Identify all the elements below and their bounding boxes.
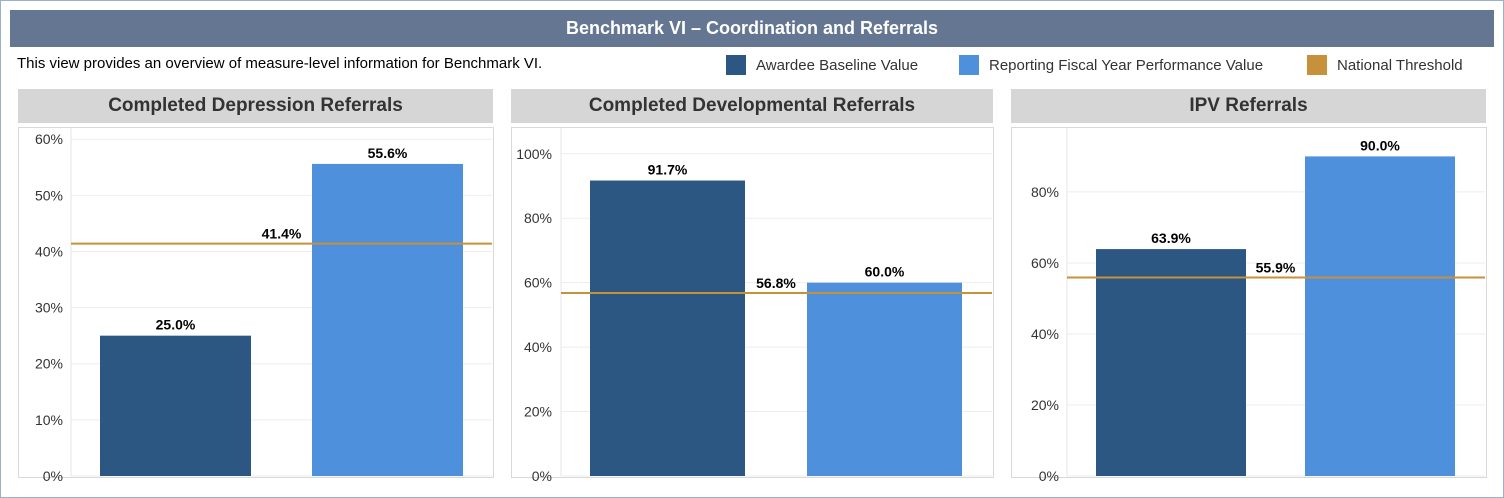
y-tick-label: 40% [1031, 326, 1059, 342]
legend-label-baseline: Awardee Baseline Value [756, 56, 919, 74]
legend-swatch-performance [959, 55, 979, 75]
y-tick-label: 60% [524, 275, 552, 291]
y-tick-label: 20% [35, 356, 63, 372]
y-tick-label: 80% [1031, 184, 1059, 200]
legend-label-performance: Reporting Fiscal Year Performance Value [989, 56, 1264, 74]
legend-item-performance: Reporting Fiscal Year Performance Value [959, 54, 1263, 76]
y-tick-label: 0% [532, 468, 552, 484]
threshold-value-label: 41.4% [262, 226, 302, 242]
bar-value-label: 60.0% [865, 264, 905, 280]
bar-depression-performance [312, 163, 463, 476]
y-tick-label: 0% [43, 468, 63, 484]
legend-swatch-threshold [1307, 55, 1327, 75]
y-tick-label: 40% [35, 243, 63, 259]
bar-developmental-performance [807, 282, 962, 476]
y-tick-label: 20% [1031, 397, 1059, 413]
y-tick-label: 60% [35, 131, 63, 147]
threshold-value-label: 55.9% [1256, 259, 1296, 275]
y-tick-label: 30% [35, 300, 63, 316]
panel-title-developmental: Completed Developmental Referrals [511, 89, 993, 123]
y-tick-label: 10% [35, 412, 63, 428]
bar-ipv-baseline [1096, 249, 1246, 476]
legend-label-threshold: National Threshold [1337, 56, 1463, 74]
y-tick-label: 60% [1031, 255, 1059, 271]
panel-title-depression: Completed Depression Referrals [18, 89, 493, 123]
panel-title-ipv: IPV Referrals [1011, 89, 1486, 123]
bar-value-label: 55.6% [368, 145, 408, 161]
y-tick-label: 50% [35, 187, 63, 203]
legend-swatch-baseline [726, 55, 746, 75]
dashboard-title: Benchmark VI – Coordination and Referral… [10, 10, 1494, 47]
bar-ipv-performance [1305, 156, 1455, 477]
y-tick-label: 80% [524, 210, 552, 226]
bar-value-label: 25.0% [156, 317, 196, 333]
legend-item-baseline: Awardee Baseline Value [726, 54, 918, 76]
y-tick-label: 0% [1039, 468, 1059, 484]
bar-developmental-baseline [590, 180, 745, 476]
threshold-value-label: 56.8% [756, 275, 796, 291]
y-tick-label: 100% [516, 146, 552, 162]
dashboard-description: This view provides an overview of measur… [17, 55, 543, 72]
legend-item-threshold: National Threshold [1307, 54, 1463, 76]
bar-value-label: 63.9% [1151, 230, 1191, 246]
bar-value-label: 90.0% [1360, 137, 1400, 153]
bar-depression-baseline [100, 335, 251, 476]
y-tick-label: 20% [524, 404, 552, 420]
y-tick-label: 40% [524, 339, 552, 355]
bar-value-label: 91.7% [648, 162, 688, 178]
